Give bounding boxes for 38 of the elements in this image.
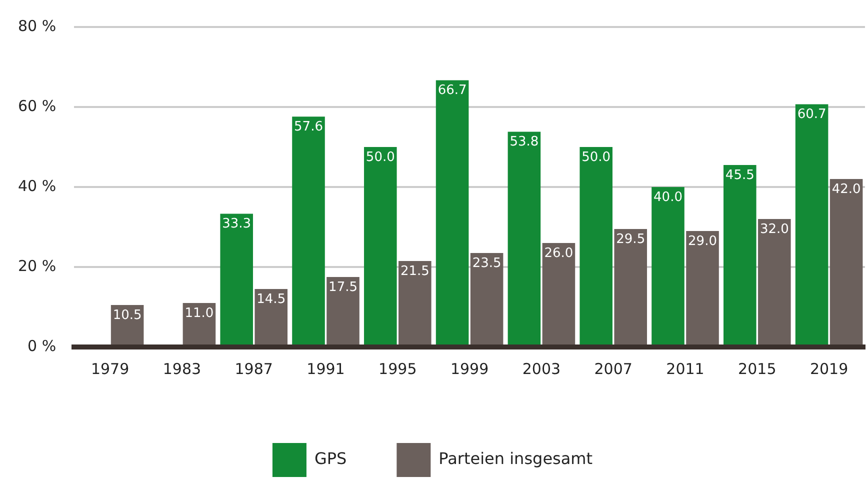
y-tick-label: 40 % bbox=[18, 176, 56, 195]
x-tick-label: 2007 bbox=[594, 360, 632, 378]
x-tick-label: 2011 bbox=[666, 360, 704, 378]
data-label: 66.7 bbox=[438, 83, 467, 98]
data-label: 60.7 bbox=[797, 107, 826, 122]
x-tick-label: 1991 bbox=[306, 360, 345, 378]
data-label: 32.0 bbox=[760, 222, 789, 237]
x-tick-label: 2019 bbox=[810, 360, 848, 378]
y-tick-label: 80 % bbox=[18, 16, 56, 35]
legend-label: Parteien insgesamt bbox=[438, 449, 593, 468]
x-tick-label: 1995 bbox=[378, 360, 417, 378]
data-label: 45.5 bbox=[725, 168, 754, 183]
data-label: 50.0 bbox=[366, 150, 395, 165]
y-tick-label: 20 % bbox=[18, 256, 56, 275]
x-tick-label: 1999 bbox=[450, 360, 489, 378]
data-label: 29.5 bbox=[616, 232, 646, 247]
x-tick-label: 2015 bbox=[738, 360, 776, 378]
data-label: 14.5 bbox=[256, 292, 286, 307]
data-label: 42.0 bbox=[832, 182, 861, 197]
data-label: 40.0 bbox=[654, 190, 682, 205]
data-label: 33.3 bbox=[222, 216, 252, 232]
x-tick-label: 1987 bbox=[234, 360, 273, 378]
data-label: 11.0 bbox=[184, 306, 214, 321]
x-tick-label: 1983 bbox=[162, 360, 202, 378]
y-tick-label: 60 % bbox=[18, 96, 56, 115]
data-label: 50.0 bbox=[582, 150, 611, 165]
legend-label: GPS bbox=[314, 449, 347, 468]
x-tick-label: 1979 bbox=[90, 360, 130, 378]
data-label: 23.5 bbox=[472, 256, 502, 271]
data-label: 10.5 bbox=[112, 308, 142, 323]
data-label: 17.5 bbox=[328, 280, 358, 295]
data-label: 53.8 bbox=[510, 134, 539, 150]
x-tick-label: 2003 bbox=[522, 360, 561, 378]
y-tick-label: 0 % bbox=[28, 336, 56, 355]
data-label: 29.0 bbox=[688, 234, 717, 249]
data-label: 21.5 bbox=[400, 264, 430, 279]
data-label: 57.6 bbox=[294, 119, 323, 134]
data-label: 26.0 bbox=[544, 246, 574, 261]
